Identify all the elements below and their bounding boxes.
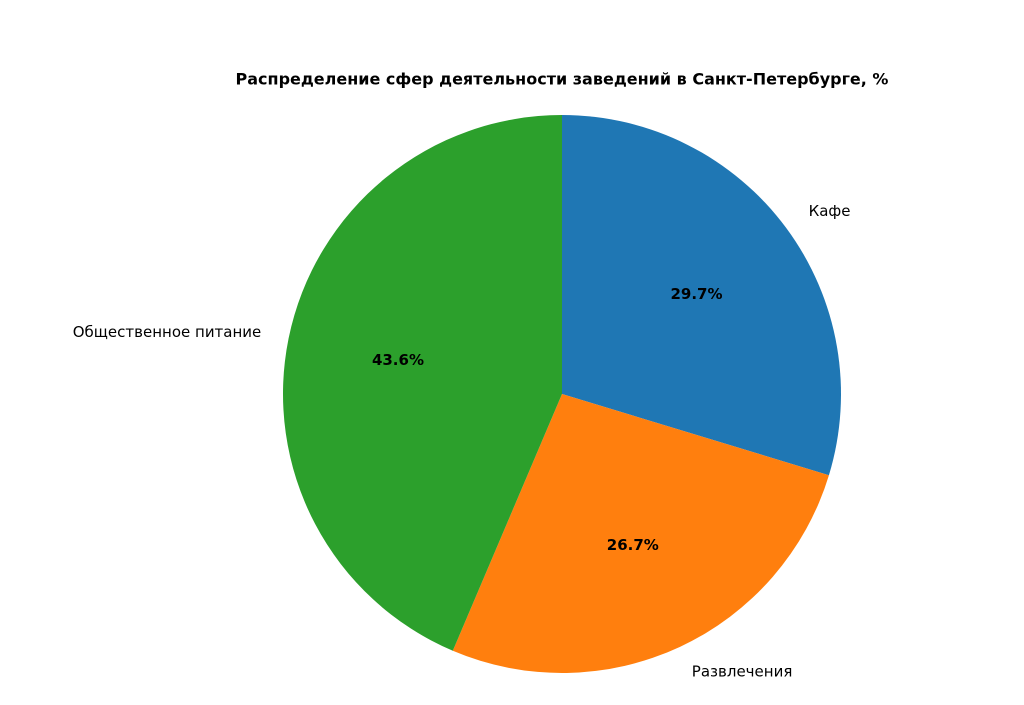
category-label: Развлечения — [692, 663, 793, 681]
pie-wedge — [452, 394, 829, 674]
value-label: 43.6% — [372, 351, 424, 369]
value-label: 26.7% — [607, 536, 659, 554]
pie-wedge — [282, 115, 562, 651]
category-label: Кафе — [809, 202, 851, 220]
value-label: 29.7% — [670, 285, 722, 303]
pie-wedge — [562, 115, 841, 476]
category-label: Общественное питание — [73, 323, 262, 341]
chart-title: Распределение сфер деятельности заведени… — [236, 70, 889, 89]
